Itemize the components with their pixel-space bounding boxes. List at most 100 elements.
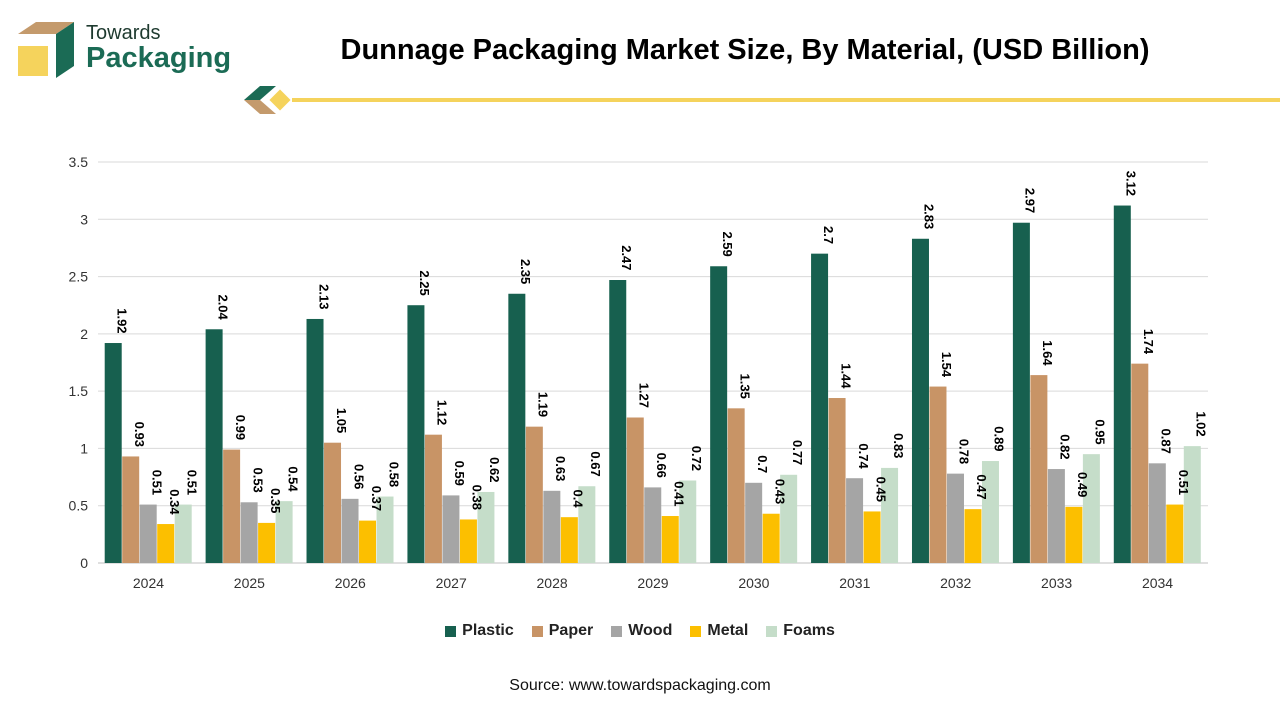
bar-wood-2030 — [745, 482, 763, 563]
data-label: 2.83 — [922, 204, 937, 229]
bar-foams-2028 — [578, 486, 596, 563]
brand-name-line1: Towards — [86, 22, 161, 44]
data-label: 0.56 — [351, 464, 366, 489]
bar-wood-2031 — [846, 478, 864, 563]
bar-foams-2034 — [1183, 446, 1201, 563]
bar-plastic-2026 — [306, 318, 324, 563]
data-label: 0.7 — [755, 455, 770, 473]
data-label: 0.62 — [487, 457, 502, 482]
bar-foams-2032 — [981, 461, 999, 563]
source-note: Source: www.towardspackaging.com — [509, 677, 771, 694]
data-label: 0.99 — [233, 415, 248, 440]
y-tick-label: 0 — [80, 555, 88, 571]
bar-metal-2030 — [762, 513, 780, 563]
bar-metal-2025 — [258, 522, 276, 563]
y-tick-label: 2 — [80, 326, 88, 342]
bar-wood-2024 — [139, 504, 157, 563]
bar-paper-2034 — [1131, 363, 1149, 563]
x-tick-label: 2027 — [436, 575, 467, 591]
data-label: 1.35 — [737, 374, 752, 399]
data-label: 0.77 — [790, 440, 805, 465]
data-label: 0.82 — [1058, 434, 1073, 459]
bar-plastic-2030 — [710, 266, 728, 563]
bar-paper-2026 — [324, 442, 342, 563]
legend-label: Foams — [783, 622, 835, 639]
x-tick-label: 2024 — [133, 575, 164, 591]
bar-wood-2026 — [341, 498, 359, 563]
x-tick-label: 2029 — [637, 575, 668, 591]
data-label: 1.74 — [1141, 329, 1156, 355]
legend-swatch — [611, 625, 623, 637]
bar-plastic-2024 — [104, 343, 122, 563]
data-label: 1.02 — [1194, 411, 1209, 436]
bar-paper-2025 — [223, 449, 241, 563]
data-label: 2.04 — [215, 294, 230, 320]
bar-paper-2031 — [828, 398, 846, 563]
bar-plastic-2025 — [205, 329, 223, 563]
data-label: 1.05 — [334, 408, 349, 433]
bar-foams-2029 — [679, 480, 697, 563]
data-label: 2.25 — [417, 270, 432, 295]
data-label: 0.67 — [588, 451, 603, 476]
bar-plastic-2027 — [407, 305, 425, 563]
data-label: 0.78 — [957, 439, 972, 464]
data-label: 0.34 — [167, 489, 182, 515]
x-tick-label: 2025 — [234, 575, 265, 591]
legend-label: Paper — [548, 622, 594, 639]
x-tick-label: 2028 — [537, 575, 568, 591]
data-label: 0.63 — [553, 456, 568, 481]
bar-metal-2028 — [560, 517, 578, 563]
data-label: 3.12 — [1124, 171, 1139, 196]
header-divider — [244, 86, 1280, 114]
legend-item-metal: Metal — [690, 622, 748, 640]
bar-metal-2034 — [1166, 504, 1184, 563]
y-tick-label: 2.5 — [69, 269, 89, 285]
legend-item-wood: Wood — [611, 622, 672, 640]
data-label: 1.12 — [435, 400, 450, 425]
y-tick-label: 3.5 — [69, 154, 89, 170]
bar-paper-2028 — [525, 426, 543, 563]
data-label: 0.4 — [571, 490, 586, 509]
data-label: 0.51 — [1176, 470, 1191, 495]
data-label: 0.87 — [1159, 429, 1174, 454]
bar-paper-2030 — [727, 408, 745, 563]
data-label: 1.19 — [536, 392, 551, 417]
data-label: 1.92 — [114, 308, 129, 333]
bar-paper-2032 — [929, 386, 947, 563]
packaging-box-icon — [18, 22, 74, 78]
data-label: 0.37 — [369, 486, 384, 511]
legend-item-paper: Paper — [531, 622, 594, 640]
bar-plastic-2028 — [508, 293, 526, 563]
legend-item-foams: Foams — [766, 622, 835, 640]
x-tick-label: 2030 — [738, 575, 769, 591]
legend-swatch — [531, 625, 543, 637]
x-tick-label: 2034 — [1142, 575, 1173, 591]
y-tick-label: 3 — [80, 211, 88, 227]
chart-title: Dunnage Packaging Market Size, By Materi… — [340, 34, 1150, 66]
brand-logo: Towards Packaging — [16, 20, 246, 84]
legend-label: Plastic — [462, 622, 514, 639]
x-tick-label: 2031 — [839, 575, 870, 591]
bar-foams-2033 — [1082, 454, 1100, 563]
x-tick-label: 2026 — [335, 575, 366, 591]
bar-foams-2026 — [376, 496, 394, 563]
bar-foams-2027 — [477, 491, 495, 563]
bar-wood-2029 — [644, 487, 662, 563]
bar-foams-2025 — [275, 501, 293, 563]
y-tick-label: 1.5 — [69, 383, 89, 399]
legend-swatch — [445, 625, 457, 637]
bar-paper-2027 — [424, 434, 442, 563]
data-label: 2.47 — [619, 245, 634, 270]
data-label: 0.51 — [184, 470, 199, 495]
data-label: 0.58 — [386, 462, 401, 487]
bar-metal-2024 — [157, 524, 175, 563]
bar-wood-2025 — [240, 502, 258, 563]
x-axis-ticks: 2024 2025 2026 2027 2028 2029 2030 2031 2032 2033… — [133, 575, 1173, 591]
bar-metal-2032 — [964, 509, 982, 563]
data-label: 0.49 — [1075, 472, 1090, 497]
bar-metal-2026 — [359, 520, 377, 563]
data-label: 0.93 — [132, 422, 147, 447]
data-label: 2.59 — [720, 231, 735, 256]
legend-label: Wood — [628, 622, 673, 639]
bar-plastic-2033 — [1012, 222, 1030, 564]
